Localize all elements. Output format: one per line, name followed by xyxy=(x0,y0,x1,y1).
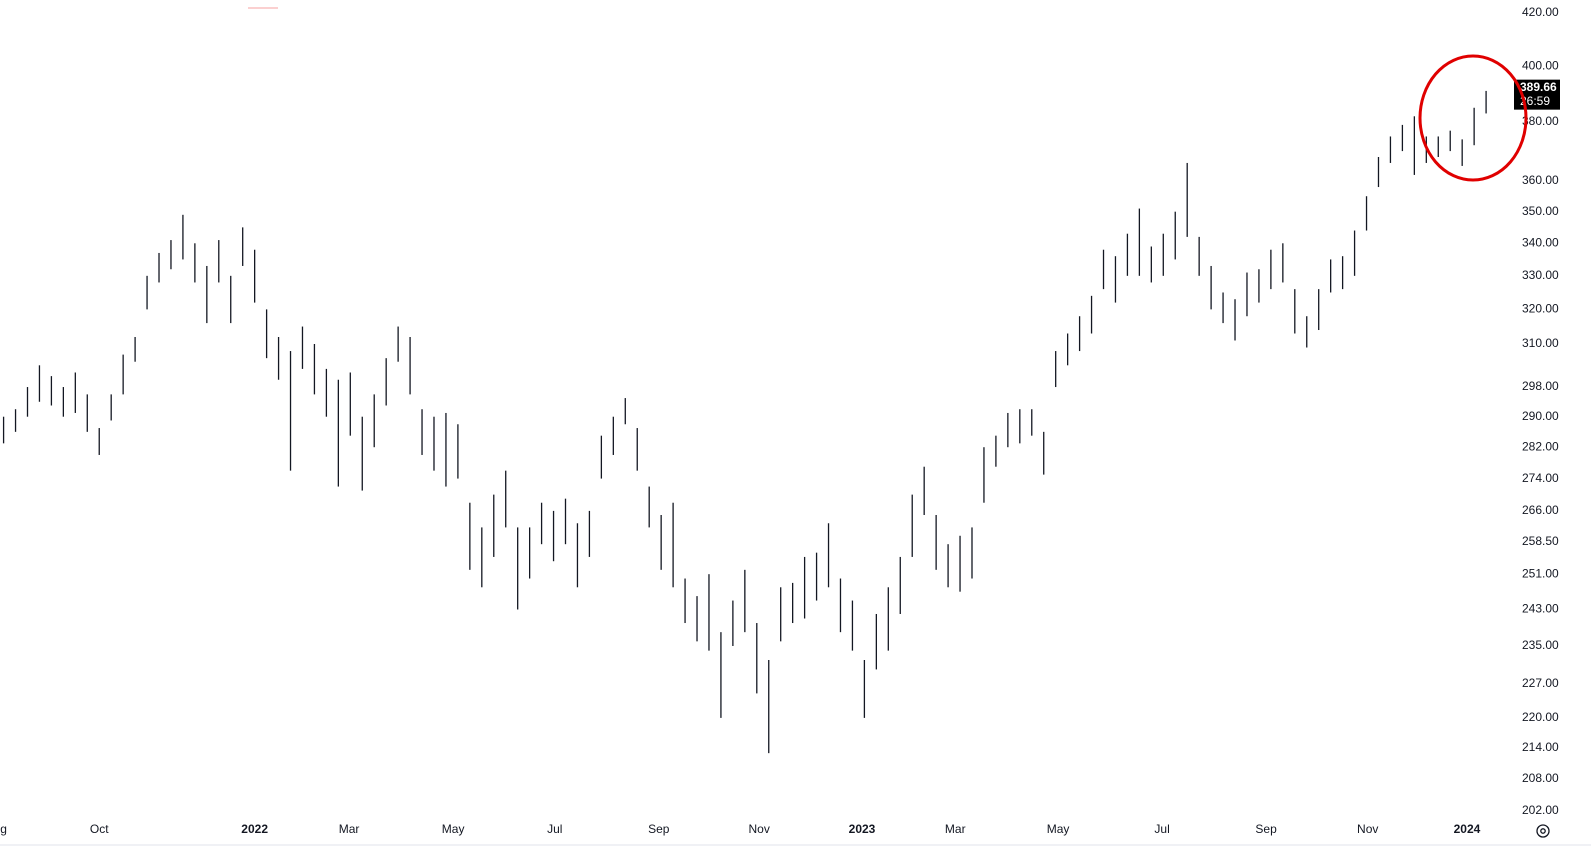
x-tick-label: Oct xyxy=(90,822,109,836)
y-tick-label: 220.00 xyxy=(1522,710,1559,724)
x-tick-label: Mar xyxy=(945,822,966,836)
y-tick-label: 202.00 xyxy=(1522,803,1559,817)
y-tick-label: 208.00 xyxy=(1522,771,1559,785)
y-tick-label: 235.00 xyxy=(1522,638,1559,652)
y-tick-label: 258.50 xyxy=(1522,534,1559,548)
y-tick-label: 214.00 xyxy=(1522,740,1559,754)
x-tick-label: 2023 xyxy=(849,822,876,836)
y-tick-label: 400.00 xyxy=(1522,58,1559,72)
y-tick-label: 360.00 xyxy=(1522,173,1559,187)
settings-icon[interactable] xyxy=(1536,824,1550,838)
x-tick-label: 2022 xyxy=(241,822,268,836)
x-tick-label: Nov xyxy=(749,822,770,836)
y-tick-label: 282.00 xyxy=(1522,439,1559,453)
highlight-circle xyxy=(1418,54,1528,182)
x-tick-label: Jul xyxy=(547,822,562,836)
x-tick-label: May xyxy=(442,822,465,836)
x-tick-label: 2024 xyxy=(1454,822,1481,836)
x-tick-label: Nov xyxy=(1357,822,1378,836)
y-tick-label: 320.00 xyxy=(1522,302,1559,316)
x-tick-label: Mar xyxy=(339,822,360,836)
y-tick-label: 266.00 xyxy=(1522,503,1559,517)
y-tick-label: 251.00 xyxy=(1522,566,1559,580)
y-tick-label: 380.00 xyxy=(1522,114,1559,128)
y-tick-label: 350.00 xyxy=(1522,204,1559,218)
last-price: 389.66 xyxy=(1520,80,1557,94)
countdown: 26:59 xyxy=(1520,94,1550,108)
x-tick-label: Sep xyxy=(1255,822,1277,836)
y-tick-label: 227.00 xyxy=(1522,676,1559,690)
y-tick-label: 290.00 xyxy=(1522,409,1559,423)
y-tick-label: 340.00 xyxy=(1522,235,1559,249)
x-tick-label: g xyxy=(0,822,7,836)
x-tick-label: Sep xyxy=(648,822,670,836)
x-tick-label: May xyxy=(1047,822,1070,836)
y-tick-label: 243.00 xyxy=(1522,602,1559,616)
x-tick-label: Jul xyxy=(1154,822,1169,836)
y-tick-label: 274.00 xyxy=(1522,471,1559,485)
y-tick-label: 420.00 xyxy=(1522,5,1559,19)
y-tick-label: 310.00 xyxy=(1522,336,1559,350)
y-tick-label: 298.00 xyxy=(1522,379,1559,393)
y-tick-label: 330.00 xyxy=(1522,268,1559,282)
